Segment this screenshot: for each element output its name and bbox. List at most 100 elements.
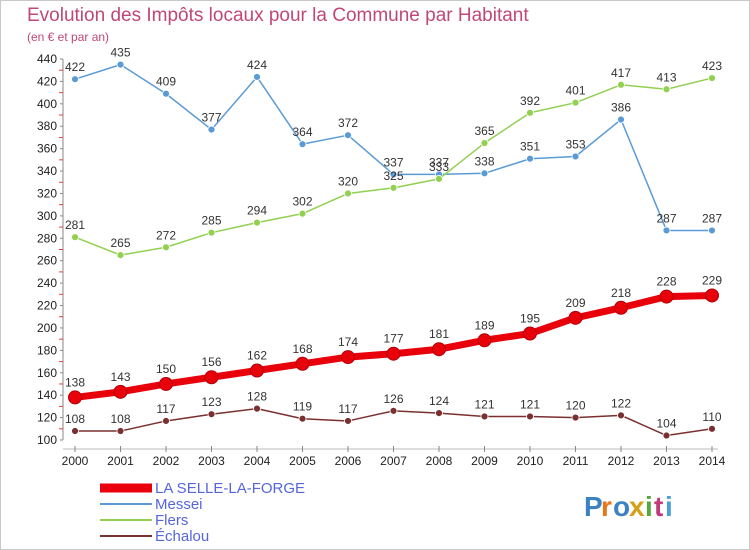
data-point: [71, 233, 79, 242]
legend-label: Flers: [155, 512, 188, 529]
data-point: [614, 300, 628, 315]
data-label: 423: [702, 59, 722, 73]
y-tick-label: 440: [37, 52, 57, 66]
data-label: 272: [156, 228, 176, 242]
data-point: [253, 73, 261, 81]
data-label: 338: [474, 154, 494, 168]
data-point: [617, 115, 625, 124]
chart-title: Evolution des Impôts locaux pour la Comm…: [27, 5, 529, 26]
y-tick-label: 240: [37, 276, 57, 290]
x-tick-label: 2006: [335, 454, 362, 468]
data-label: 168: [292, 342, 312, 356]
data-label: 121: [474, 397, 494, 411]
x-tick-label: 2003: [198, 454, 225, 468]
data-point: [523, 326, 537, 341]
data-point: [617, 80, 625, 89]
data-point: [159, 376, 173, 391]
data-label: 229: [702, 273, 722, 287]
data-point: [341, 350, 355, 365]
x-tick-label: 2007: [380, 454, 407, 468]
x-tick-label: 2011: [563, 454, 589, 468]
data-point: [526, 154, 534, 163]
data-label: 413: [656, 70, 676, 84]
x-tick-label: 2005: [289, 454, 316, 468]
legend-label: Échalou: [155, 528, 209, 545]
data-point: [526, 108, 534, 117]
x-tick-label: 2004: [244, 454, 271, 468]
data-label: 325: [383, 169, 403, 183]
logo-letter: i: [645, 491, 653, 522]
y-tick-label: 300: [37, 209, 57, 223]
data-point: [662, 85, 671, 94]
data-point: [298, 209, 307, 218]
data-label: 265: [110, 236, 130, 250]
data-point: [526, 412, 534, 421]
data-label: 386: [611, 101, 631, 115]
data-point: [389, 183, 398, 192]
logo-letter: o: [613, 491, 630, 522]
data-point: [207, 125, 216, 134]
data-point: [116, 427, 125, 435]
data-point: [68, 390, 82, 405]
data-point: [480, 169, 489, 178]
data-label: 302: [292, 195, 312, 209]
y-tick-label: 200: [37, 321, 57, 335]
data-point: [298, 414, 307, 423]
data-label: 117: [338, 402, 357, 416]
data-point: [571, 413, 580, 422]
data-point: [344, 417, 352, 425]
data-point: [389, 170, 398, 179]
data-label: 108: [110, 412, 130, 426]
data-label: 108: [65, 412, 85, 426]
data-point: [71, 75, 79, 84]
data-point: [568, 310, 583, 325]
data-label: 422: [65, 60, 85, 74]
data-label: 337: [383, 155, 403, 169]
y-tick-label: 220: [37, 299, 57, 313]
data-label: 162: [247, 349, 267, 363]
data-point: [571, 98, 580, 107]
data-point: [432, 342, 446, 357]
data-point: [389, 406, 398, 415]
data-label: 228: [656, 275, 676, 289]
data-point: [662, 226, 671, 235]
data-point: [344, 189, 352, 198]
data-label: 424: [247, 58, 267, 72]
logo-letter: t: [654, 491, 663, 522]
data-label: 287: [656, 211, 676, 225]
data-label: 285: [201, 214, 221, 228]
data-label: 177: [383, 332, 403, 346]
data-point: [480, 139, 489, 147]
series-line-1: [74, 63, 713, 232]
y-tick-label: 180: [37, 343, 57, 357]
data-point: [116, 60, 125, 69]
data-label: 110: [702, 410, 721, 424]
y-tick-label: 120: [37, 411, 57, 425]
data-point: [386, 346, 401, 361]
data-point: [71, 427, 79, 435]
data-label: 281: [65, 218, 85, 232]
data-point: [617, 411, 625, 420]
data-point: [708, 226, 716, 235]
data-label: 156: [201, 355, 221, 369]
data-point: [659, 289, 674, 304]
data-label: 123: [201, 395, 221, 409]
data-point: [250, 363, 264, 378]
data-label: 120: [565, 399, 585, 413]
data-label: 126: [383, 392, 403, 406]
y-tick-label: 280: [37, 231, 57, 245]
data-label: 119: [293, 400, 312, 414]
data-label: 124: [429, 394, 449, 408]
y-tick-label: 400: [37, 97, 57, 111]
data-label: 417: [611, 66, 631, 80]
data-point: [298, 140, 307, 149]
data-label: 143: [110, 370, 130, 384]
data-label: 138: [65, 375, 85, 389]
data-point: [162, 89, 170, 98]
data-label: 218: [611, 286, 631, 300]
logo-letter: P: [584, 491, 603, 522]
data-label: 287: [702, 211, 722, 225]
data-point: [708, 74, 716, 82]
